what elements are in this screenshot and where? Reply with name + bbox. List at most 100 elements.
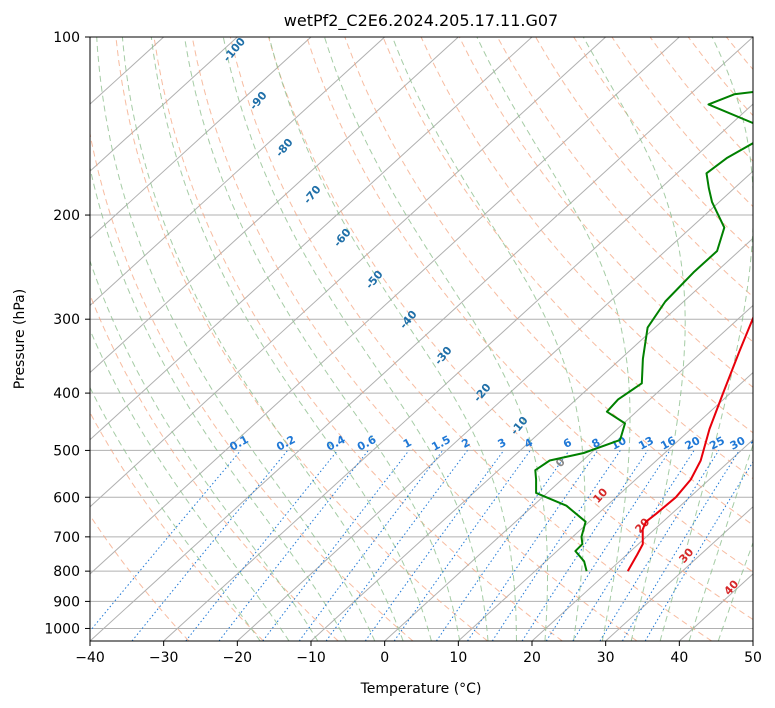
moist-adiabat — [121, 37, 404, 641]
temperature-line — [626, 315, 753, 572]
x-tick-label: −10 — [296, 650, 326, 666]
dewpoint-line — [534, 91, 753, 572]
moist-adiabat-label: 30 — [676, 545, 696, 565]
mixing-ratio-line — [435, 450, 570, 641]
moist-adiabat — [90, 328, 290, 641]
dry-adiabat — [535, 37, 753, 298]
mixing-ratio-line — [298, 450, 444, 641]
dry-adiabat — [649, 37, 753, 162]
isotherm-line — [163, 103, 753, 641]
mixing-ratio-line — [491, 450, 621, 641]
y-tick-label: 500 — [53, 443, 80, 459]
moist-adiabat — [659, 37, 753, 641]
dry-adiabat — [765, 37, 775, 641]
moist-adiabat — [476, 37, 631, 641]
dry-adiabat-label: -20 — [471, 381, 494, 405]
mixing-ratio-label: 30 — [728, 434, 748, 453]
profile-series — [534, 91, 753, 572]
line-labels: 0.1 0.2 0.4 0.6 1 1.5 2 3 4 6 8 10 13 16 20 25 30 36-100-… — [220, 35, 769, 598]
moist-adiabat — [90, 165, 347, 641]
isotherm-line — [457, 371, 753, 641]
isotherm-line — [90, 37, 238, 172]
dry-adiabat-label: -70 — [301, 183, 324, 207]
y-tick-label: 1000 — [44, 621, 80, 637]
moist-adiabat — [688, 443, 753, 641]
mixing-ratio-label: 36 — [749, 434, 769, 453]
moist-adiabat — [90, 259, 319, 641]
x-tick-label: 0 — [380, 650, 389, 666]
isotherm-line — [90, 37, 459, 374]
dry-adiabat-label: -40 — [397, 308, 420, 332]
x-axis-label: Temperature (°C) — [360, 681, 482, 697]
dry-adiabat — [90, 514, 190, 641]
isotherm-line — [90, 37, 753, 641]
chart-title: wetPf2_C2E6.2024.205.17.11.G07 — [284, 11, 558, 31]
x-tick-label: −20 — [223, 650, 253, 666]
x-tick-label: −40 — [75, 650, 105, 666]
moist-adiabat — [582, 37, 686, 641]
dry-adiabat-label: -50 — [363, 268, 386, 292]
dry-adiabat-label: -60 — [331, 226, 354, 250]
mixing-ratio-line — [521, 450, 649, 641]
moist-adiabat — [222, 37, 489, 641]
dry-adiabat — [268, 37, 753, 621]
moist-adiabats — [90, 37, 753, 641]
y-tick-label: 600 — [53, 490, 80, 506]
moist-adiabat-label: 10 — [590, 485, 610, 505]
isotherm-line — [752, 640, 753, 641]
dry-adiabat — [611, 37, 753, 208]
mixing-ratio-label: 20 — [683, 434, 703, 453]
y-tick-label: 300 — [53, 312, 80, 328]
mixing-ratio-line — [131, 450, 288, 641]
dry-adiabat — [496, 37, 753, 343]
plot-frame — [89, 36, 754, 642]
isotherm-line — [310, 237, 753, 641]
x-tick-label: 40 — [670, 650, 688, 666]
isotherm-grid — [90, 37, 753, 641]
plot-area: 0.1 0.2 0.4 0.6 1 1.5 2 3 4 6 8 10 13 16 20 25 30 36-100-… — [90, 35, 775, 641]
isotherm-line — [90, 37, 680, 575]
mixing-ratio-label: 13 — [636, 434, 656, 453]
moist-adiabat — [324, 37, 548, 641]
moist-adiabat — [184, 37, 461, 641]
dry-adiabat — [726, 37, 753, 71]
isotherm-line — [90, 37, 533, 441]
dry-adiabat-label: -80 — [273, 136, 296, 160]
mixing-ratio-line — [325, 450, 468, 641]
x-tick-label: 50 — [744, 650, 762, 666]
dry-adiabat — [687, 37, 753, 117]
dry-adiabat-label: -30 — [432, 344, 455, 368]
isotherm-line — [90, 37, 312, 240]
mixing-ratio-label: 2 — [459, 436, 472, 451]
dry-adiabat — [229, 37, 712, 641]
moist-adiabat — [391, 37, 586, 641]
mixing-ratio-line — [218, 450, 369, 641]
dry-adiabat — [344, 37, 753, 526]
mixing-ratio-line — [599, 450, 720, 641]
mixing-ratio-line — [393, 450, 531, 641]
dry-adiabat — [90, 131, 414, 641]
isotherm-line — [90, 37, 607, 508]
y-axis-label: Pressure (hPa) — [12, 289, 28, 389]
y-tick-label: 700 — [53, 530, 80, 546]
moist-adiabat — [150, 37, 432, 641]
dry-adiabat — [153, 37, 563, 641]
x-tick-label: −30 — [149, 650, 179, 666]
mixing-ratio-label: 6 — [561, 436, 574, 451]
x-tick-label: 30 — [597, 650, 615, 666]
mixing-ratio-line — [621, 450, 740, 641]
mixing-ratio-line — [90, 450, 242, 632]
moist-adiabat — [717, 541, 753, 641]
moist-adiabat — [90, 386, 261, 641]
dry-adiabat — [115, 37, 488, 641]
mixing-ratio-line — [185, 450, 338, 641]
moist-adiabat-label: 40 — [721, 577, 741, 597]
isotherm-line — [236, 170, 753, 641]
moist-adiabat — [268, 37, 517, 641]
x-tick-label: 20 — [523, 650, 541, 666]
y-tick-label: 200 — [53, 208, 80, 224]
mixing-ratio-line — [572, 450, 695, 641]
y-tick-label: 400 — [53, 386, 80, 402]
dry-adiabat-label: -100 — [220, 35, 248, 65]
